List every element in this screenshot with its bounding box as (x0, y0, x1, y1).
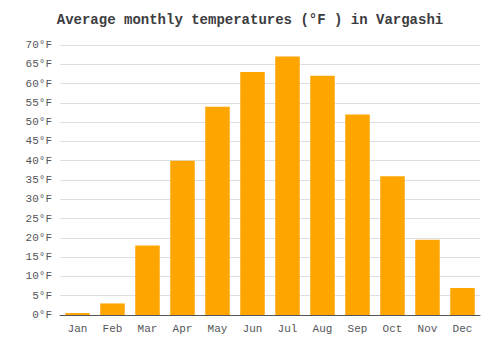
svg-text:5°F: 5°F (32, 290, 52, 302)
svg-text:Mar: Mar (138, 323, 158, 335)
svg-text:Nov: Nov (418, 323, 438, 335)
svg-text:Oct: Oct (383, 323, 403, 335)
svg-text:Jun: Jun (243, 323, 263, 335)
svg-text:0°F: 0°F (32, 309, 52, 321)
svg-text:20°F: 20°F (26, 232, 52, 244)
svg-text:Jul: Jul (278, 323, 298, 335)
svg-text:30°F: 30°F (26, 193, 52, 205)
svg-text:50°F: 50°F (26, 116, 52, 128)
svg-text:Average monthly temperatures (: Average monthly temperatures (°F ) in Va… (57, 12, 443, 28)
svg-text:Sep: Sep (348, 323, 368, 335)
svg-text:55°F: 55°F (26, 97, 52, 109)
svg-text:25°F: 25°F (26, 213, 52, 225)
svg-text:Dec: Dec (453, 323, 473, 335)
svg-text:10°F: 10°F (26, 270, 52, 282)
svg-text:Apr: Apr (173, 323, 193, 335)
svg-text:60°F: 60°F (26, 78, 52, 90)
svg-text:35°F: 35°F (26, 174, 52, 186)
svg-text:Aug: Aug (313, 323, 333, 335)
svg-text:May: May (208, 323, 228, 335)
svg-text:Feb: Feb (103, 323, 123, 335)
svg-text:45°F: 45°F (26, 135, 52, 147)
svg-text:15°F: 15°F (26, 251, 52, 263)
svg-text:Jan: Jan (68, 323, 88, 335)
svg-text:70°F: 70°F (26, 39, 52, 51)
svg-text:65°F: 65°F (26, 58, 52, 70)
svg-text:40°F: 40°F (26, 155, 52, 167)
